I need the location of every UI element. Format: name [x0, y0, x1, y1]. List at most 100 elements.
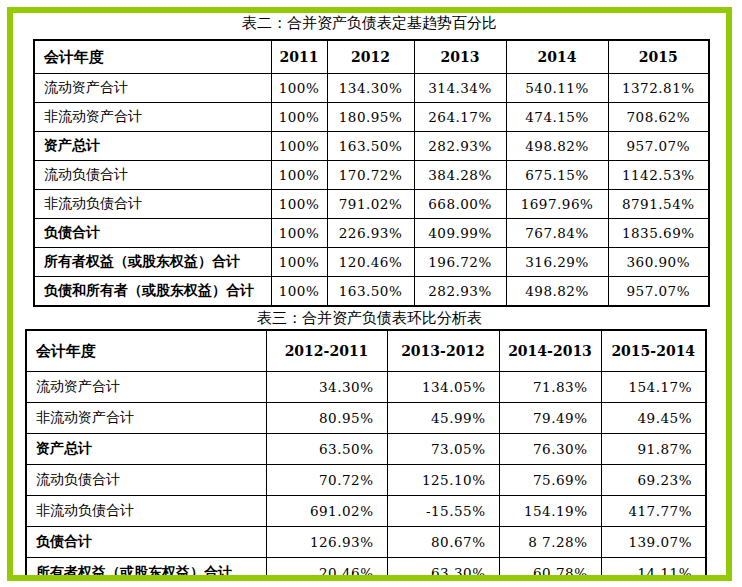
- row-label: 资产总计: [26, 434, 266, 465]
- header-row: 会计年度2012-20112013-20122014-20132015-2014: [26, 330, 706, 372]
- column-header: 2014: [506, 40, 608, 74]
- value-cell: 100%: [271, 248, 327, 277]
- value-cell: 708.62%: [608, 103, 709, 132]
- value-cell: 100%: [271, 132, 327, 161]
- value-cell: 282.93%: [414, 132, 506, 161]
- value-cell: 134.30%: [327, 74, 414, 103]
- table2-title: 表二：合并资产负债表定基趋势百分比: [13, 14, 726, 32]
- table-row: 流动负债合计100%170.72%384.28%675.15%1142.53%: [34, 161, 709, 190]
- table-row: 非流动资产合计100%180.95%264.17%474.15%708.62%: [34, 103, 709, 132]
- row-label: 非流动资产合计: [26, 403, 266, 434]
- row-label: 流动资产合计: [34, 74, 271, 103]
- value-cell: 282.93%: [414, 277, 506, 307]
- value-cell: 154.17%: [601, 372, 706, 403]
- value-cell: 69.23%: [601, 465, 706, 496]
- header-row: 会计年度20112012201320142015: [34, 40, 709, 74]
- value-cell: 70.72%: [266, 465, 387, 496]
- value-cell: 60.78%: [499, 558, 601, 582]
- table-row: 流动资产合计34.30%134.05%71.83%154.17%: [26, 372, 706, 403]
- value-cell: 100%: [271, 277, 327, 307]
- column-header: 2011: [271, 40, 327, 74]
- value-cell: 120.46%: [327, 248, 414, 277]
- column-header: 2014-2013: [499, 330, 601, 372]
- column-header: 2012-2011: [266, 330, 387, 372]
- row-label: 负债和所有者（或股东权益）合计: [34, 277, 271, 307]
- fiscal-year-header: 会计年度: [26, 330, 266, 372]
- value-cell: 163.50%: [327, 277, 414, 307]
- row-label: 非流动资产合计: [34, 103, 271, 132]
- value-cell: 100%: [271, 161, 327, 190]
- value-cell: 154.19%: [499, 496, 601, 527]
- fiscal-year-header: 会计年度: [34, 40, 271, 74]
- column-header: 2015: [608, 40, 709, 74]
- table-row: 负债和所有者（或股东权益）合计100%163.50%282.93%498.82%…: [34, 277, 709, 307]
- table-row: 所有者权益（或股东权益）合计100%120.46%196.72%316.29%3…: [34, 248, 709, 277]
- table-row: 负债合计100%226.93%409.99%767.84%1835.69%: [34, 219, 709, 248]
- trend-base-percentage-table: 会计年度20112012201320142015流动资产合计100%134.30…: [33, 39, 710, 307]
- row-label: 所有者权益（或股东权益）合计: [26, 558, 266, 582]
- value-cell: 360.90%: [608, 248, 709, 277]
- value-cell: 1372.81%: [608, 74, 709, 103]
- value-cell: 1835.69%: [608, 219, 709, 248]
- row-label: 流动负债合计: [34, 161, 271, 190]
- value-cell: 63.30%: [387, 558, 499, 582]
- value-cell: 8791.54%: [608, 190, 709, 219]
- value-cell: 79.49%: [499, 403, 601, 434]
- value-cell: 80.95%: [266, 403, 387, 434]
- column-header: 2015-2014: [601, 330, 706, 372]
- value-cell: 1697.96%: [506, 190, 608, 219]
- value-cell: 139.07%: [601, 527, 706, 558]
- value-cell: 63.50%: [266, 434, 387, 465]
- table-row: 流动负债合计70.72%125.10%75.69%69.23%: [26, 465, 706, 496]
- row-label: 所有者权益（或股东权益）合计: [34, 248, 271, 277]
- table-row: 资产总计63.50%73.05%76.30%91.87%: [26, 434, 706, 465]
- value-cell: 125.10%: [387, 465, 499, 496]
- value-cell: 73.05%: [387, 434, 499, 465]
- value-cell: 20.46%: [266, 558, 387, 582]
- row-label: 非流动负债合计: [34, 190, 271, 219]
- value-cell: 957.07%: [608, 277, 709, 307]
- value-cell: 100%: [271, 219, 327, 248]
- value-cell: 316.29%: [506, 248, 608, 277]
- value-cell: 76.30%: [499, 434, 601, 465]
- page-frame: 表二：合并资产负债表定基趋势百分比 会计年度201120122013201420…: [7, 7, 732, 581]
- table3-title: 表三：合并资产负债表环比分析表: [13, 309, 726, 327]
- value-cell: 668.00%: [414, 190, 506, 219]
- value-cell: 675.15%: [506, 161, 608, 190]
- chain-comparison-analysis-table: 会计年度2012-20112013-20122014-20132015-2014…: [25, 329, 707, 581]
- value-cell: 34.30%: [266, 372, 387, 403]
- table-row: 非流动资产合计80.95%45.99%79.49%49.45%: [26, 403, 706, 434]
- value-cell: 126.93%: [266, 527, 387, 558]
- value-cell: 767.84%: [506, 219, 608, 248]
- value-cell: 314.34%: [414, 74, 506, 103]
- row-label: 负债合计: [26, 527, 266, 558]
- value-cell: 957.07%: [608, 132, 709, 161]
- row-label: 流动资产合计: [26, 372, 266, 403]
- value-cell: 196.72%: [414, 248, 506, 277]
- value-cell: 100%: [271, 74, 327, 103]
- table-row: 非流动负债合计100%791.02%668.00%1697.96%8791.54…: [34, 190, 709, 219]
- value-cell: 540.11%: [506, 74, 608, 103]
- value-cell: 75.69%: [499, 465, 601, 496]
- value-cell: 264.17%: [414, 103, 506, 132]
- value-cell: 498.82%: [506, 277, 608, 307]
- value-cell: 1142.53%: [608, 161, 709, 190]
- value-cell: 498.82%: [506, 132, 608, 161]
- value-cell: 71.83%: [499, 372, 601, 403]
- value-cell: 91.87%: [601, 434, 706, 465]
- value-cell: 384.28%: [414, 161, 506, 190]
- row-label: 资产总计: [34, 132, 271, 161]
- value-cell: 691.02%: [266, 496, 387, 527]
- value-cell: 8 7.28%: [499, 527, 601, 558]
- value-cell: 100%: [271, 103, 327, 132]
- row-label: 负债合计: [34, 219, 271, 248]
- value-cell: 170.72%: [327, 161, 414, 190]
- value-cell: 474.15%: [506, 103, 608, 132]
- value-cell: 163.50%: [327, 132, 414, 161]
- value-cell: 14.11%: [601, 558, 706, 582]
- table-row: 非流动负债合计691.02%-15.55%154.19%417.77%: [26, 496, 706, 527]
- value-cell: 100%: [271, 190, 327, 219]
- value-cell: -15.55%: [387, 496, 499, 527]
- column-header: 2013: [414, 40, 506, 74]
- value-cell: 134.05%: [387, 372, 499, 403]
